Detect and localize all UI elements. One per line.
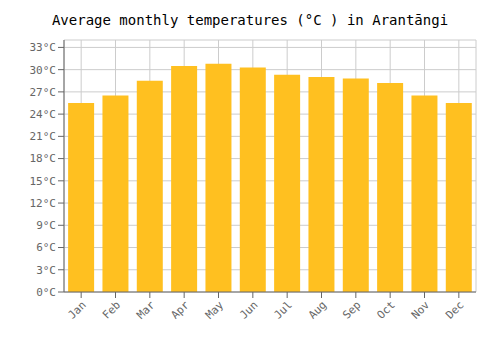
svg-text:27°C: 27°C <box>30 86 57 99</box>
svg-text:Apr: Apr <box>169 298 193 322</box>
svg-text:21°C: 21°C <box>30 130 57 143</box>
svg-text:Sep: Sep <box>340 298 363 321</box>
svg-text:Aug: Aug <box>306 298 329 321</box>
svg-text:0°C: 0°C <box>36 286 56 299</box>
svg-text:9°C: 9°C <box>36 219 56 232</box>
svg-text:Oct: Oct <box>375 298 398 321</box>
svg-text:Jun: Jun <box>237 298 260 321</box>
svg-text:Mar: Mar <box>134 298 158 322</box>
svg-text:Jul: Jul <box>272 298 295 321</box>
svg-text:15°C: 15°C <box>30 175 57 188</box>
svg-text:Feb: Feb <box>100 298 123 321</box>
svg-text:Jan: Jan <box>66 298 89 321</box>
svg-text:6°C: 6°C <box>36 241 56 254</box>
svg-text:3°C: 3°C <box>36 264 56 277</box>
svg-text:30°C: 30°C <box>30 64 57 77</box>
svg-text:24°C: 24°C <box>30 108 57 121</box>
svg-text:Nov: Nov <box>409 298 433 322</box>
html-text:Average monthly temperatures (: Average monthly temperatures (°C ) in Ar… <box>51 12 449 28</box>
svg-text:May: May <box>203 298 227 322</box>
svg-text:12°C: 12°C <box>30 197 57 210</box>
svg-text:33°C: 33°C <box>30 41 57 54</box>
svg-text:Dec: Dec <box>443 298 466 321</box>
svg-text:18°C: 18°C <box>30 152 57 165</box>
